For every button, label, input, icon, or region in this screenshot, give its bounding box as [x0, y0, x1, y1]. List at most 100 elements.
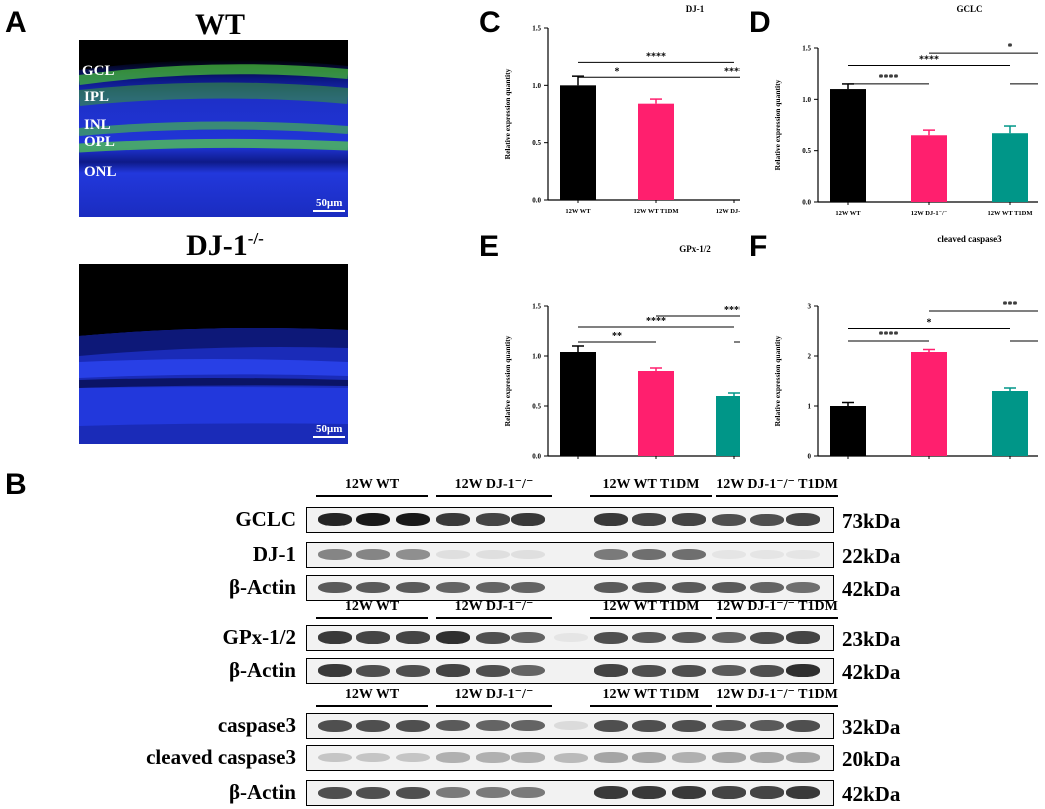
- bar: [830, 89, 866, 202]
- blot-strip: [306, 542, 834, 568]
- blot-band: [356, 664, 390, 677]
- x-tick-label: 12W WT: [835, 464, 861, 465]
- y-axis-label: Relative expression quantity: [503, 335, 512, 426]
- blot-group-underline: [716, 617, 838, 619]
- blot-band: [712, 664, 746, 677]
- blot-group-underline: [316, 617, 428, 619]
- blot-band: [436, 719, 470, 732]
- bar: [992, 133, 1028, 202]
- blot-band: [786, 719, 820, 732]
- wt-retina-image: [79, 40, 348, 217]
- blot-group-label: 12W WT T1DM: [602, 599, 700, 614]
- blot-band: [750, 664, 784, 677]
- blot-group-label: 12W DJ-1⁻/⁻: [454, 687, 534, 702]
- blot-band: [672, 548, 706, 561]
- blot-group-label: 12W WT: [344, 687, 400, 702]
- blot-band: [476, 513, 510, 526]
- blot-band: [511, 581, 545, 594]
- blot-kda-label: 42kDa: [842, 782, 901, 806]
- blot-band: [712, 549, 746, 560]
- bar: [992, 391, 1028, 456]
- y-axis-label: Relative expression quantity: [773, 79, 782, 170]
- y-tick-label: 0.0: [802, 199, 811, 207]
- blot-group-underline: [716, 705, 838, 707]
- y-tick-label: 1: [808, 403, 812, 411]
- blot-band: [396, 752, 430, 763]
- bar: [911, 352, 947, 456]
- bar: [830, 406, 866, 456]
- blot-band: [476, 664, 510, 677]
- significance-label: ****: [879, 330, 899, 341]
- blot-group-underline: [436, 495, 552, 497]
- y-tick-label: 0.5: [532, 403, 541, 411]
- blot-band: [594, 581, 628, 594]
- ko-title-superscript: -/-: [247, 229, 264, 248]
- panel-label-c: C: [479, 6, 501, 39]
- x-tick-label: 12W WT T1DM: [711, 464, 740, 465]
- blot-band: [594, 752, 628, 763]
- x-tick-label: 12W WT: [565, 208, 591, 215]
- blot-band: [554, 632, 588, 643]
- blot-band: [594, 719, 628, 732]
- blot-band: [672, 719, 706, 732]
- x-tick-label: 12W WT T1DM: [633, 208, 678, 215]
- y-tick-label: 1.0: [532, 82, 541, 90]
- blot-band: [632, 719, 666, 732]
- blot-protein-label: DJ-1: [252, 542, 296, 566]
- blot-band: [318, 581, 352, 594]
- blot-band: [632, 513, 666, 526]
- blot-band: [750, 581, 784, 594]
- blot-band: [436, 786, 470, 799]
- blot-band: [356, 752, 390, 763]
- y-tick-label: 0.5: [802, 147, 811, 155]
- blot-band: [476, 631, 510, 644]
- blot-protein-label: GPx-1/2: [222, 625, 297, 649]
- blot-band: [594, 664, 628, 677]
- blot-band: [318, 631, 352, 644]
- blot-strip: [306, 625, 834, 651]
- y-tick-label: 0: [808, 453, 812, 461]
- significance-label: *: [927, 318, 932, 329]
- blot-group-underline: [436, 705, 552, 707]
- blot-band: [672, 664, 706, 677]
- panel-label-d: D: [749, 6, 771, 39]
- blot-protein-label: caspase3: [217, 713, 296, 737]
- blot-band: [632, 548, 666, 561]
- blot-kda-label: 42kDa: [842, 660, 901, 684]
- blot-band: [318, 664, 352, 677]
- chart-title: DJ-1: [686, 4, 705, 14]
- significance-label: ****: [919, 54, 939, 65]
- blot-band: [511, 719, 545, 732]
- chart-title: cleaved caspase3: [937, 234, 1002, 244]
- chart-title: GCLC: [956, 4, 982, 14]
- layer-label-inl: INL: [84, 117, 111, 133]
- blot-band: [476, 549, 510, 560]
- ko-scale-bar-label: 50μm: [316, 423, 343, 435]
- blot-band: [476, 752, 510, 763]
- significance-label: *: [1008, 42, 1013, 53]
- blot-band: [356, 719, 390, 732]
- blot-band: [594, 548, 628, 561]
- y-tick-label: 3: [808, 303, 812, 311]
- blot-strip: [306, 575, 834, 601]
- blot-band: [318, 549, 352, 560]
- blot-kda-label: 22kDa: [842, 544, 901, 568]
- blot-band: [396, 581, 430, 594]
- blot-band: [511, 631, 545, 644]
- blot-band: [712, 631, 746, 644]
- blot-group-label: 12W DJ-1⁻/⁻: [454, 599, 534, 614]
- blot-band: [318, 786, 352, 799]
- blot-group-label: 12W WT: [344, 599, 400, 614]
- blot-band: [750, 719, 784, 732]
- blot-band: [356, 786, 390, 799]
- blot-band: [672, 786, 706, 799]
- layer-label-onl: ONL: [84, 164, 117, 180]
- bar: [911, 135, 947, 202]
- chart-d: GCLC Relative expression quantity 0.0 0.5 1.…: [773, 4, 1038, 217]
- blot-band: [356, 581, 390, 594]
- blot-group-label: 12W WT T1DM: [602, 687, 700, 702]
- blot-group-underline: [316, 705, 428, 707]
- blot-band: [511, 786, 545, 799]
- blot-group-label: 12W WT T1DM: [602, 477, 700, 492]
- blot-band: [511, 664, 545, 677]
